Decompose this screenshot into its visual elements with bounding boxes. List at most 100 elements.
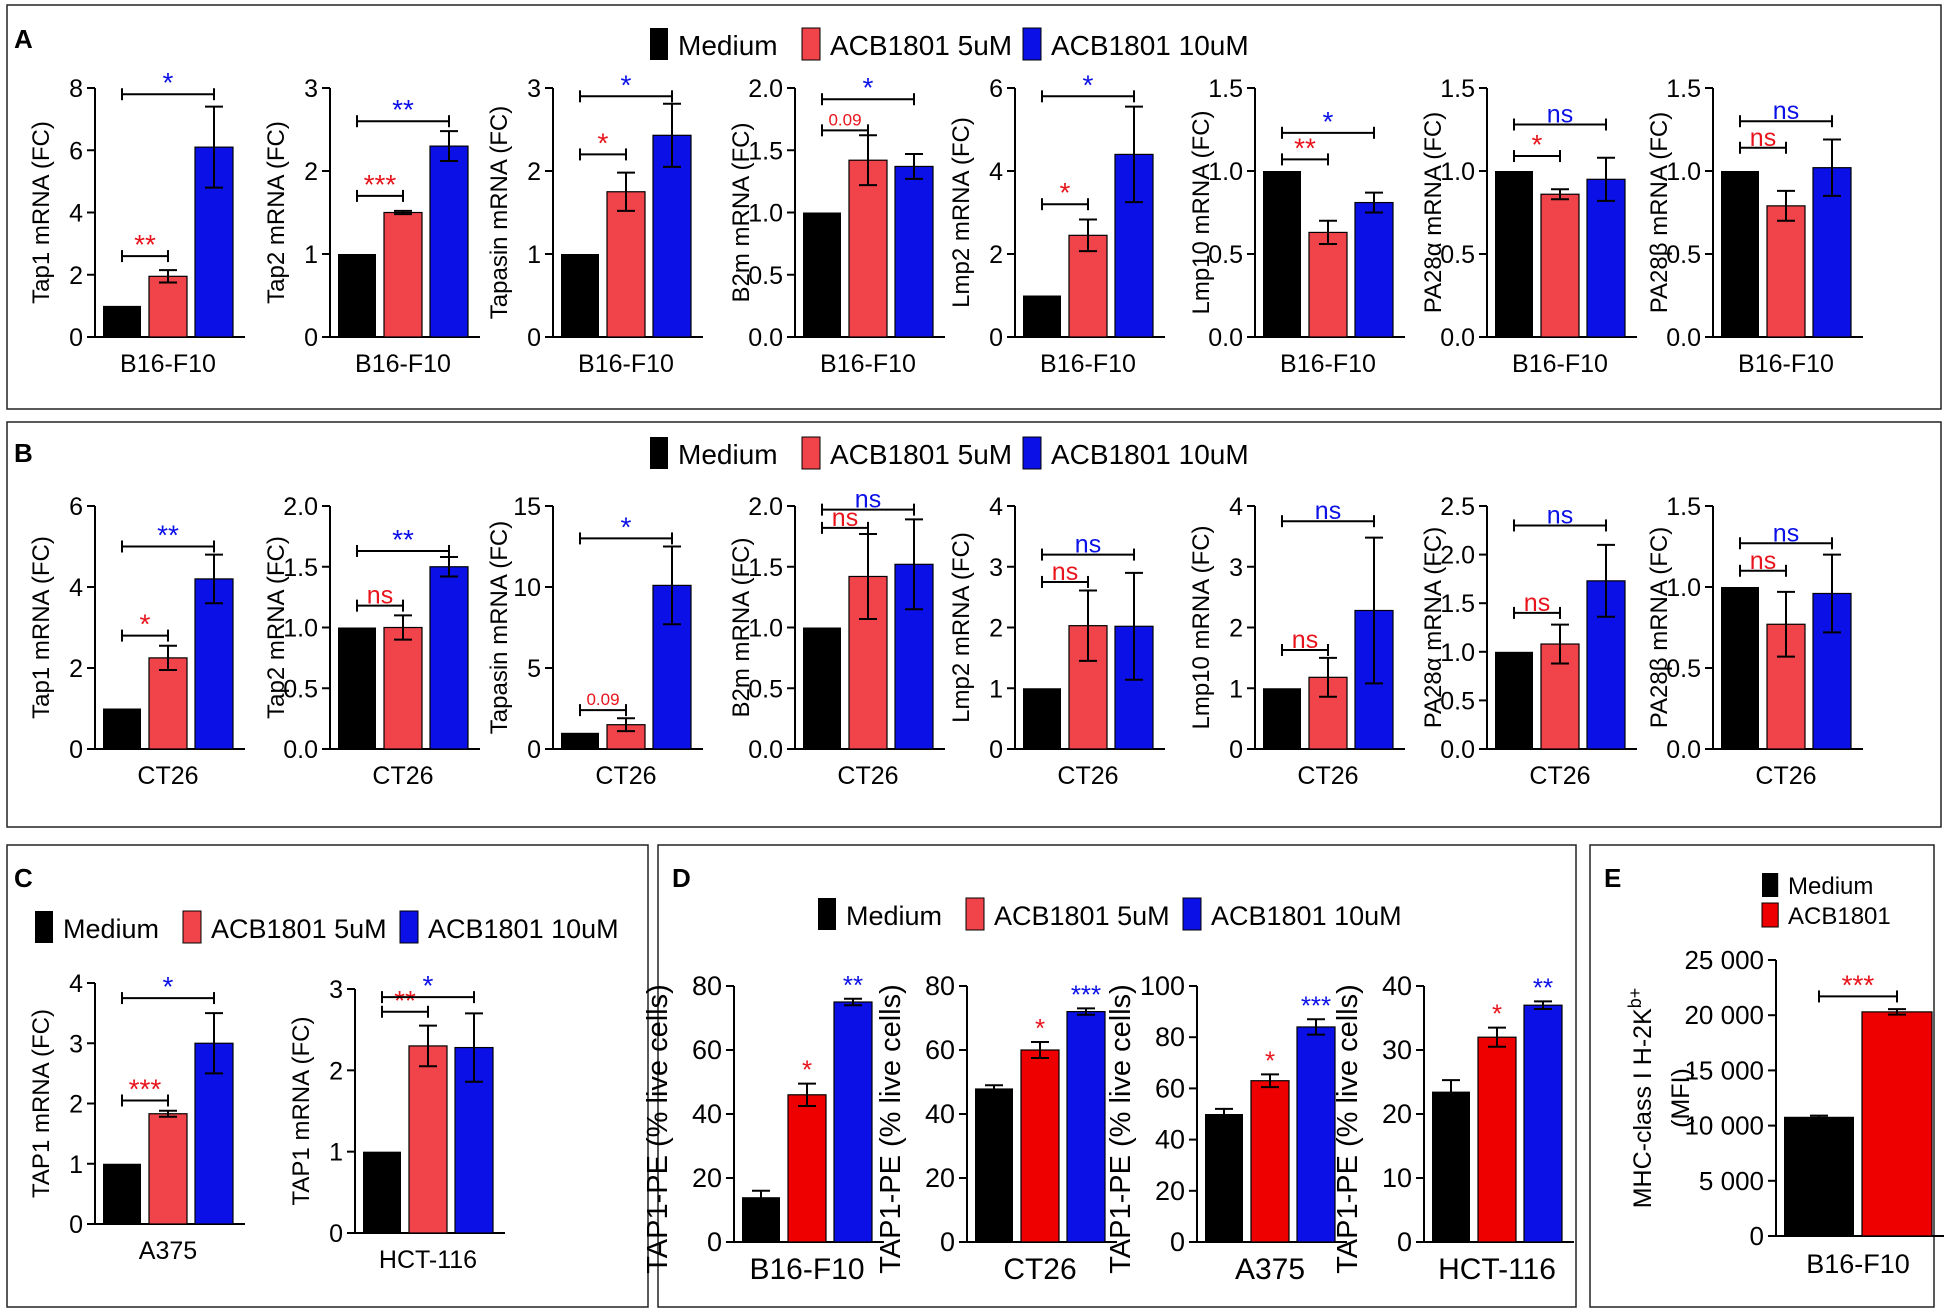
bar (1523, 1004, 1563, 1243)
y-tick-label: 0.0 (1666, 324, 1701, 352)
y-tick-label: 2 (989, 615, 1003, 643)
bar (1250, 1080, 1290, 1243)
y-tick-label: 80 (692, 971, 722, 1001)
significance-label: * (423, 970, 434, 1001)
bar (429, 566, 469, 750)
panel-label-d: D (672, 863, 691, 893)
bar (103, 305, 141, 337)
y-tick-label: 3 (329, 976, 343, 1004)
panel-b: B Medium ACB1801 5uM ACB1801 10uM (14, 436, 1249, 470)
y-tick-label: 3 (1229, 554, 1243, 582)
y-tick-label: 0.0 (1666, 736, 1701, 764)
x-axis-label: B16-F10 (1738, 350, 1834, 378)
y-axis-label: Tapasin mRNA (FC) (486, 521, 513, 734)
bar (803, 212, 841, 337)
bar (148, 657, 188, 750)
y-axis-label: Tap2 mRNA (FC) (263, 121, 290, 304)
y-tick-label: 40 (1382, 971, 1412, 1001)
x-axis-label: A375 (1235, 1253, 1305, 1286)
legend-label-medium: Medium (63, 914, 159, 944)
bar (194, 578, 234, 750)
significance-label: * (140, 609, 151, 640)
bar (1721, 171, 1759, 337)
significance-label: * (598, 127, 609, 158)
bar (1861, 1011, 1933, 1237)
x-axis-label: B16-F10 (749, 1253, 864, 1286)
bar (1432, 1091, 1470, 1242)
y-axis-label: Tapasin mRNA (FC) (486, 106, 513, 319)
y-tick-label: 1.5 (748, 554, 783, 582)
legend-swatch-high (1022, 436, 1042, 470)
y-tick-label: 25 000 (1684, 945, 1764, 975)
legend-swatch-low (1761, 902, 1779, 928)
y-tick-label: 20 (925, 1163, 955, 1193)
y-tick-label: 1.5 (283, 554, 318, 582)
bar (833, 1001, 873, 1243)
y-axis-label: Tap1 mRNA (FC) (28, 121, 55, 304)
bar (1721, 587, 1759, 749)
legend-label-low: ACB1801 5uM (830, 30, 1012, 61)
chart-a-6: 0.0 0.5 1.0 1.5 *ns B16-F10 PA28α mRNA (FC) (1420, 75, 1637, 378)
panel-label-c: C (14, 863, 33, 893)
legend-swatch-low (182, 910, 202, 944)
x-axis-label: B16-F10 (1280, 350, 1376, 378)
significance-label: ns (1315, 497, 1341, 525)
y-tick-label: 6 (69, 493, 83, 521)
y-tick-label: 20 (1382, 1099, 1412, 1129)
bar (338, 627, 376, 749)
y-axis-label: Lmp10 mRNA (FC) (1188, 110, 1215, 314)
y-tick-label: 10 000 (1684, 1111, 1764, 1141)
y-tick-label: 2.0 (283, 493, 318, 521)
significance-label: * (163, 67, 174, 98)
significance-label: ** (394, 985, 416, 1016)
x-axis-label: HCT-116 (379, 1246, 477, 1274)
legend-swatch-high (399, 910, 419, 944)
legend-label-low: ACB1801 5uM (994, 901, 1170, 931)
significance-label: ns (1750, 547, 1776, 575)
bar (894, 165, 934, 338)
significance-label: * (1060, 177, 1071, 208)
y-axis-label: TAP1-PE (% live cells) (642, 984, 674, 1274)
legend-e: Medium ACB1801 (1761, 873, 1891, 930)
chart-a-4: 0 2 4 6 * * B16-F10 Lmp2 mRNA (FC) (948, 69, 1165, 378)
bar (1023, 295, 1061, 337)
legend-swatch-medium (35, 911, 53, 943)
legend-label-low: ACB1801 5uM (211, 914, 387, 944)
bar (606, 191, 646, 338)
y-tick-label: 1.0 (1440, 158, 1475, 186)
bar (103, 1163, 141, 1224)
legend-label-medium: Medium (678, 439, 778, 470)
bar (652, 134, 692, 338)
bar (1263, 171, 1301, 337)
bar (1495, 171, 1533, 337)
x-axis-label: B16-F10 (120, 350, 216, 378)
significance-label: ** (134, 229, 156, 260)
x-axis-label: B16-F10 (1512, 350, 1608, 378)
bar (848, 159, 888, 338)
y-tick-label: 2 (69, 262, 83, 290)
legend-swatch-low (801, 436, 821, 470)
y-tick-label: 2.0 (748, 493, 783, 521)
y-tick-label: 2 (1229, 615, 1243, 643)
y-tick-label: 0.5 (1208, 241, 1243, 269)
y-tick-label: 0 (527, 736, 541, 764)
y-axis-label-sup: b+ (1625, 988, 1645, 1009)
y-tick-label: 80 (925, 971, 955, 1001)
y-axis-label: MHC-class I H-2Kb+ (1625, 988, 1657, 1209)
y-tick-label: 0.5 (1666, 241, 1701, 269)
bar (1296, 1026, 1336, 1243)
panel-a-frame (6, 4, 1942, 410)
panel-c-frame (6, 844, 649, 1308)
y-tick-label: 0 (69, 736, 83, 764)
y-tick-label: 0 (1229, 736, 1243, 764)
bar (1354, 201, 1394, 338)
chart-a-2: 0 1 2 3 * * B16-F10 Tapasin mRNA (FC) (486, 69, 703, 378)
y-tick-label: 2.0 (1440, 542, 1475, 570)
y-tick-label: 0.0 (1440, 324, 1475, 352)
panel-d: D Medium ACB1801 5uM ACB1801 10uM (672, 863, 1402, 931)
chart-b-9: 0.0 0.5 1.0 1.5 2.0 ns ** CT26 Tap2 mRNA (FC) (263, 493, 480, 790)
